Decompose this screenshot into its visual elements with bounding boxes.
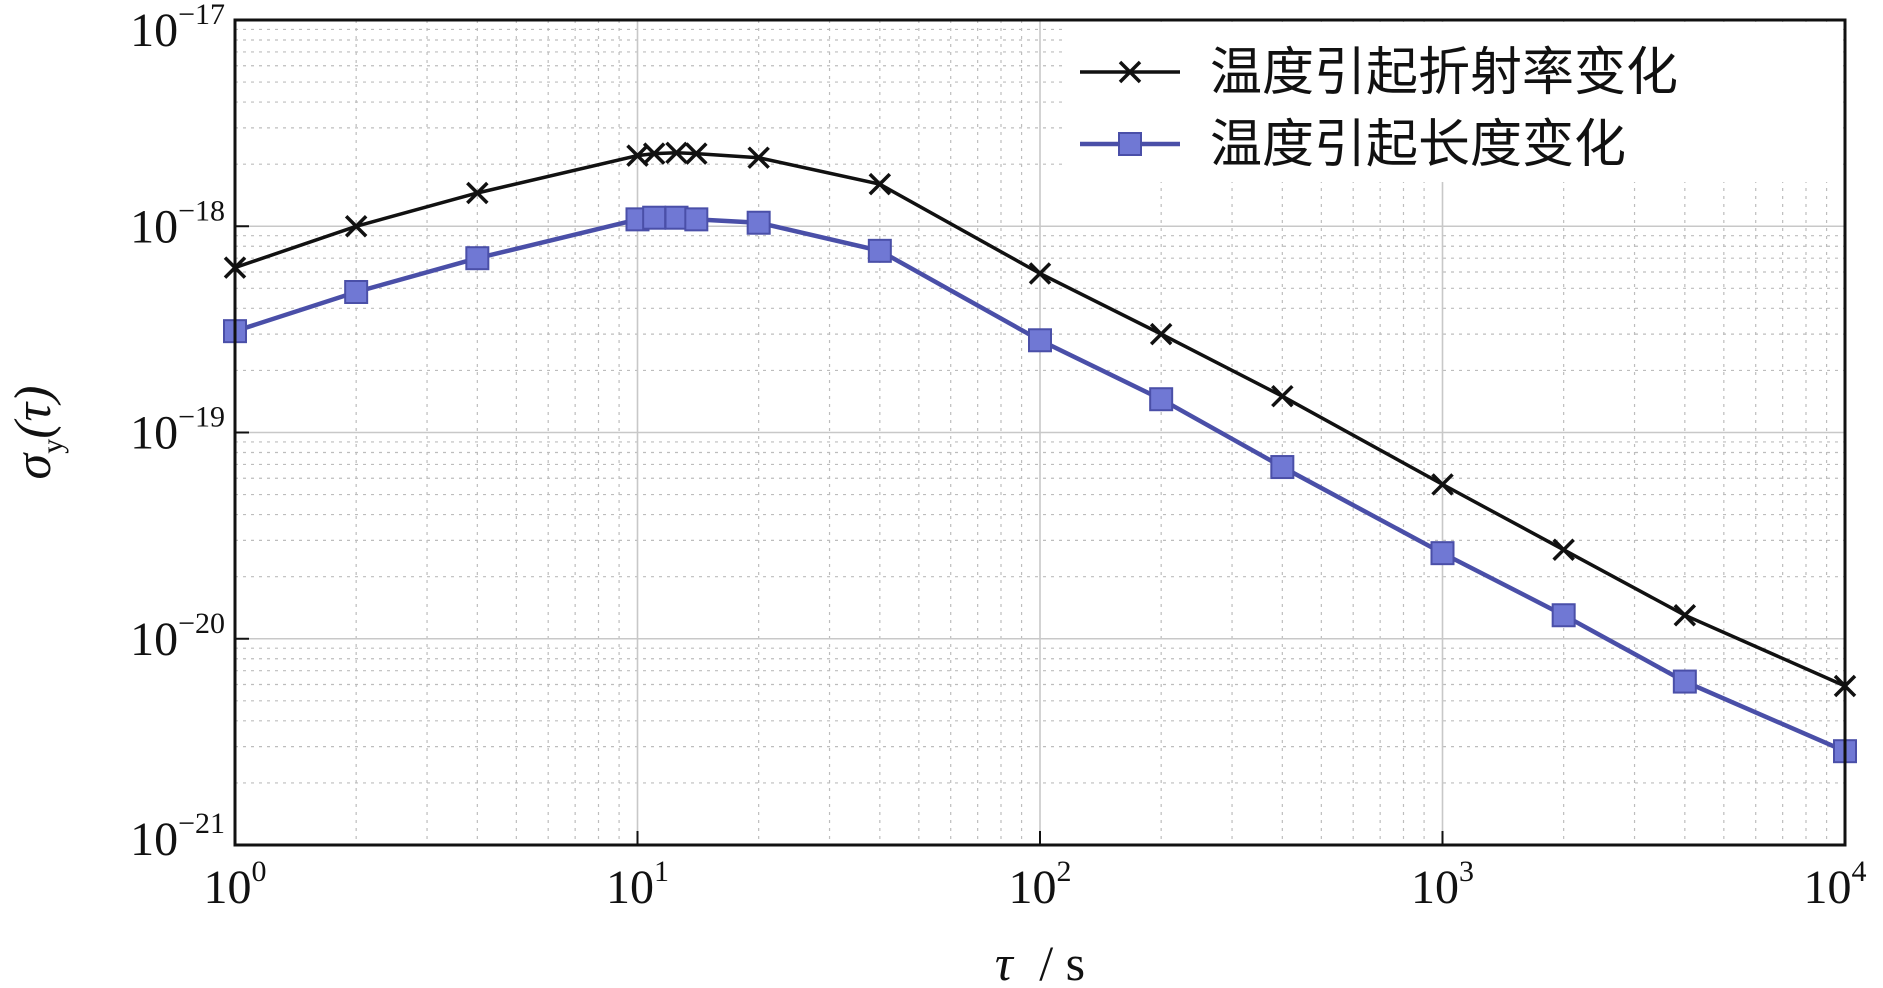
y-axis-symbol: σ [5, 451, 62, 479]
data-point-marker [642, 142, 666, 165]
data-point-marker [665, 141, 688, 165]
y-tick-label: 10−21 [130, 807, 225, 866]
data-point-marker [344, 279, 369, 304]
x-axis-ticks: 100 101 102 103 104 [204, 831, 1867, 914]
x-axis-unit: / s [1039, 935, 1085, 988]
y-tick-label: 10−18 [130, 194, 225, 253]
data-point-marker [1551, 603, 1576, 628]
data-point-marker [664, 205, 689, 230]
data-point-marker [1430, 541, 1455, 566]
data-point-marker [466, 181, 489, 205]
y-axis-argument: (τ) [5, 386, 62, 439]
y-tick-label: 10−20 [130, 607, 225, 666]
y-tick-label: 10−19 [130, 401, 225, 460]
data-point-marker [1431, 473, 1454, 496]
x-tick-label: 102 [1009, 855, 1072, 914]
data-point-marker [1552, 538, 1575, 562]
y-axis-subscript: y [36, 439, 69, 454]
data-point-marker [868, 172, 892, 196]
data-point-marker [1149, 387, 1174, 412]
data-point-marker [344, 215, 368, 238]
data-point-marker [1271, 384, 1294, 408]
data-point-marker [1270, 455, 1295, 480]
data-point-marker [1028, 328, 1052, 353]
svg-text:σy(τ): σy(τ) [5, 386, 69, 480]
x-tick-label: 103 [1411, 855, 1474, 914]
y-axis-ticks: 10−17 10−18 10−19 10−20 10−21 [130, 0, 249, 866]
data-point-marker [747, 146, 770, 169]
legend-label: 温度引起折射率变化 [1210, 43, 1678, 103]
data-point-marker [1672, 669, 1697, 694]
x-tick-label: 104 [1804, 855, 1867, 914]
data-point-marker [642, 205, 667, 230]
series-line [234, 151, 1846, 688]
series-line [234, 215, 1846, 754]
data-point-marker [685, 142, 708, 165]
data-point-marker [1149, 322, 1173, 346]
series-layer [223, 141, 1857, 764]
series-1 [223, 141, 1857, 698]
x-tick-label: 101 [606, 855, 669, 914]
legend-item-2: 温度引起长度变化 [1080, 115, 1626, 175]
data-point-marker [465, 246, 490, 271]
legend-item-1: 温度引起折射率变化 [1080, 43, 1678, 103]
legend-label: 温度引起长度变化 [1210, 115, 1626, 175]
y-tick-label: 10−17 [130, 0, 225, 57]
data-point-marker [867, 238, 892, 263]
y-axis-title: σy(τ) [5, 386, 69, 480]
data-point-marker [1673, 604, 1697, 627]
data-point-marker [1118, 60, 1142, 84]
data-point-marker [746, 210, 771, 235]
x-axis-title: τ / s [995, 935, 1085, 988]
data-point-marker [684, 207, 709, 232]
data-point-marker [1028, 262, 1052, 285]
x-axis-symbol: τ [995, 935, 1015, 988]
legend-box [1062, 22, 1842, 182]
x-tick-label: 100 [204, 855, 267, 914]
data-point-marker [1118, 132, 1142, 156]
